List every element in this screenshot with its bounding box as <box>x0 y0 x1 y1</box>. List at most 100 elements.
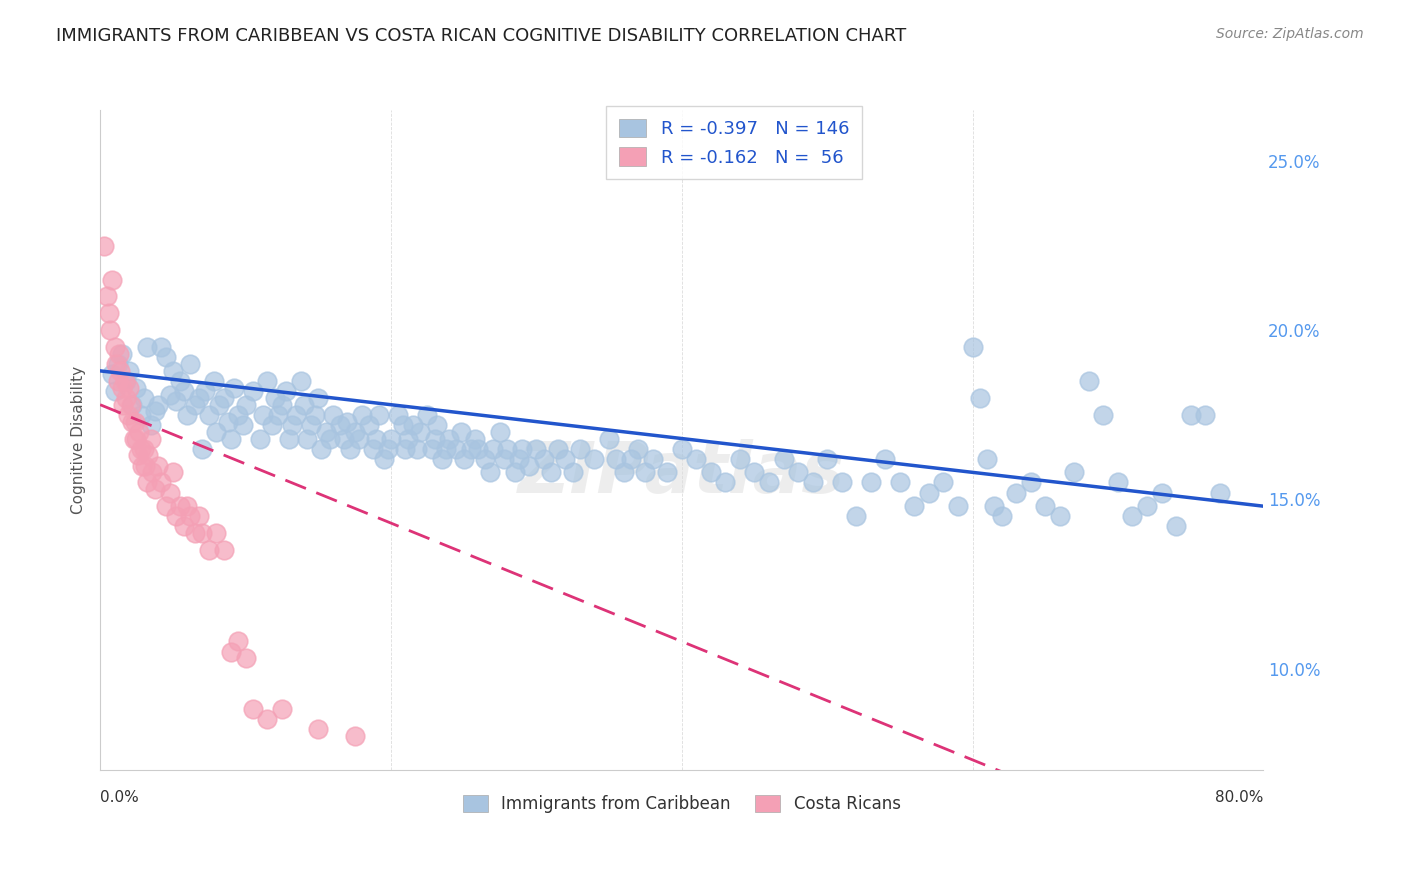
Point <box>875 451 897 466</box>
Point <box>347 432 370 446</box>
Point <box>148 458 170 473</box>
Point <box>430 451 453 466</box>
Point <box>1136 499 1159 513</box>
Point <box>481 442 503 456</box>
Point <box>169 374 191 388</box>
Point <box>598 432 620 446</box>
Point <box>496 442 519 456</box>
Point <box>183 398 205 412</box>
Point <box>474 451 496 466</box>
Point <box>758 475 780 490</box>
Point <box>918 485 941 500</box>
Point <box>217 415 239 429</box>
Point <box>1121 509 1143 524</box>
Point <box>131 458 153 473</box>
Point <box>295 432 318 446</box>
Point <box>96 289 118 303</box>
Point <box>108 347 131 361</box>
Point <box>409 425 432 439</box>
Point <box>98 323 121 337</box>
Point <box>671 442 693 456</box>
Point <box>183 526 205 541</box>
Point <box>212 543 235 558</box>
Point <box>242 702 264 716</box>
Point <box>159 485 181 500</box>
Text: Source: ZipAtlas.com: Source: ZipAtlas.com <box>1216 27 1364 41</box>
Point <box>1150 485 1173 500</box>
Point <box>276 384 298 399</box>
Point <box>124 415 146 429</box>
Point <box>256 712 278 726</box>
Point <box>319 432 342 446</box>
Point <box>343 425 366 439</box>
Point <box>333 432 356 446</box>
Point <box>396 432 419 446</box>
Point <box>129 408 152 422</box>
Point <box>205 425 228 439</box>
Point <box>343 729 366 743</box>
Point <box>962 340 984 354</box>
Point <box>336 415 359 429</box>
Point <box>235 651 257 665</box>
Point <box>135 340 157 354</box>
Point <box>148 398 170 412</box>
Point <box>568 442 591 456</box>
Point <box>162 466 184 480</box>
Point <box>620 451 643 466</box>
Point <box>554 451 576 466</box>
Point <box>179 509 201 524</box>
Point <box>339 442 361 456</box>
Point <box>155 499 177 513</box>
Text: 80.0%: 80.0% <box>1215 790 1264 805</box>
Point <box>260 417 283 432</box>
Point <box>307 723 329 737</box>
Point <box>423 432 446 446</box>
Point <box>173 384 195 399</box>
Point <box>114 374 136 388</box>
Point <box>1019 475 1042 490</box>
Point <box>700 466 723 480</box>
Point <box>107 357 129 371</box>
Text: 0.0%: 0.0% <box>100 790 139 805</box>
Point <box>426 417 449 432</box>
Point <box>605 451 627 466</box>
Point <box>299 417 322 432</box>
Point <box>932 475 955 490</box>
Point <box>366 432 388 446</box>
Point <box>634 466 657 480</box>
Text: ZIPatlas: ZIPatlas <box>517 439 845 508</box>
Point <box>464 432 486 446</box>
Point <box>402 417 425 432</box>
Point <box>219 432 242 446</box>
Point <box>266 408 288 422</box>
Point <box>121 398 143 412</box>
Point <box>111 381 134 395</box>
Point <box>450 425 472 439</box>
Point <box>685 451 707 466</box>
Point <box>176 499 198 513</box>
Point <box>406 442 429 456</box>
Point <box>107 374 129 388</box>
Point <box>232 417 254 432</box>
Point <box>714 475 737 490</box>
Point <box>93 238 115 252</box>
Point <box>467 442 489 456</box>
Point <box>104 340 127 354</box>
Point <box>242 384 264 399</box>
Point <box>533 451 555 466</box>
Point <box>110 364 132 378</box>
Point <box>219 645 242 659</box>
Point <box>125 432 148 446</box>
Point <box>100 368 122 382</box>
Point <box>222 381 245 395</box>
Point <box>226 408 249 422</box>
Point <box>122 432 145 446</box>
Point <box>132 442 155 456</box>
Point <box>434 442 457 456</box>
Point <box>524 442 547 456</box>
Point <box>859 475 882 490</box>
Point <box>104 384 127 399</box>
Point <box>1180 408 1202 422</box>
Point <box>256 374 278 388</box>
Point <box>112 398 135 412</box>
